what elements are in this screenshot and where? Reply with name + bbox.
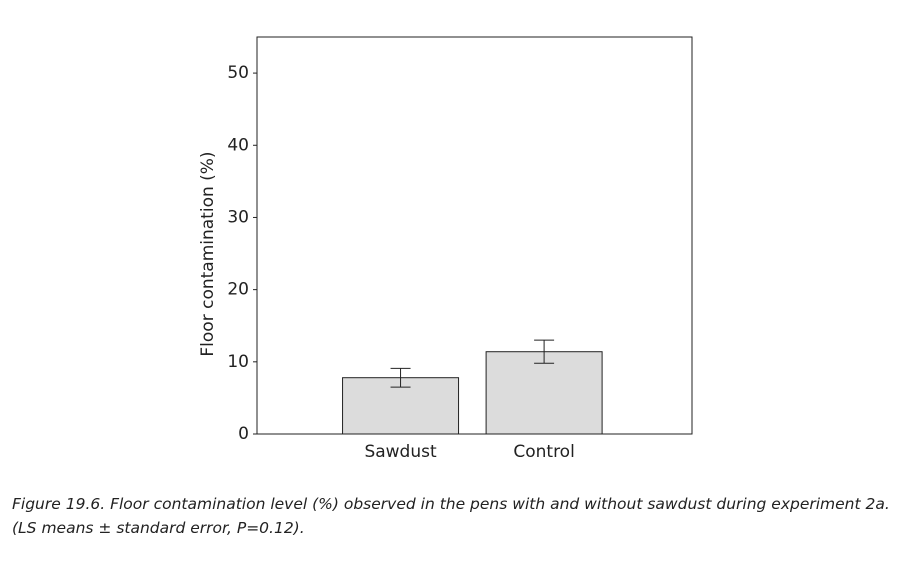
- y-tick-label: 50: [227, 63, 249, 83]
- x-tick-label: Control: [513, 442, 574, 462]
- x-tick-label: Sawdust: [364, 442, 437, 462]
- plot-frame: [256, 36, 693, 435]
- y-tick-label: 30: [227, 207, 249, 227]
- y-tick-label: 20: [227, 280, 249, 300]
- error-bar: [534, 339, 555, 364]
- y-tick-label: 10: [227, 352, 249, 372]
- error-bar: [390, 367, 411, 388]
- y-axis-label: Floor contamination (%): [198, 151, 218, 356]
- figure-caption: Figure 19.6. Floor contamination level (…: [12, 495, 890, 537]
- bar: [485, 351, 603, 435]
- chart: Floor contamination (%) 0 10 20 30 40 50 Sawdu…: [198, 36, 693, 462]
- y-tick-label: 0: [238, 424, 249, 444]
- y-tick-label: 40: [227, 135, 249, 155]
